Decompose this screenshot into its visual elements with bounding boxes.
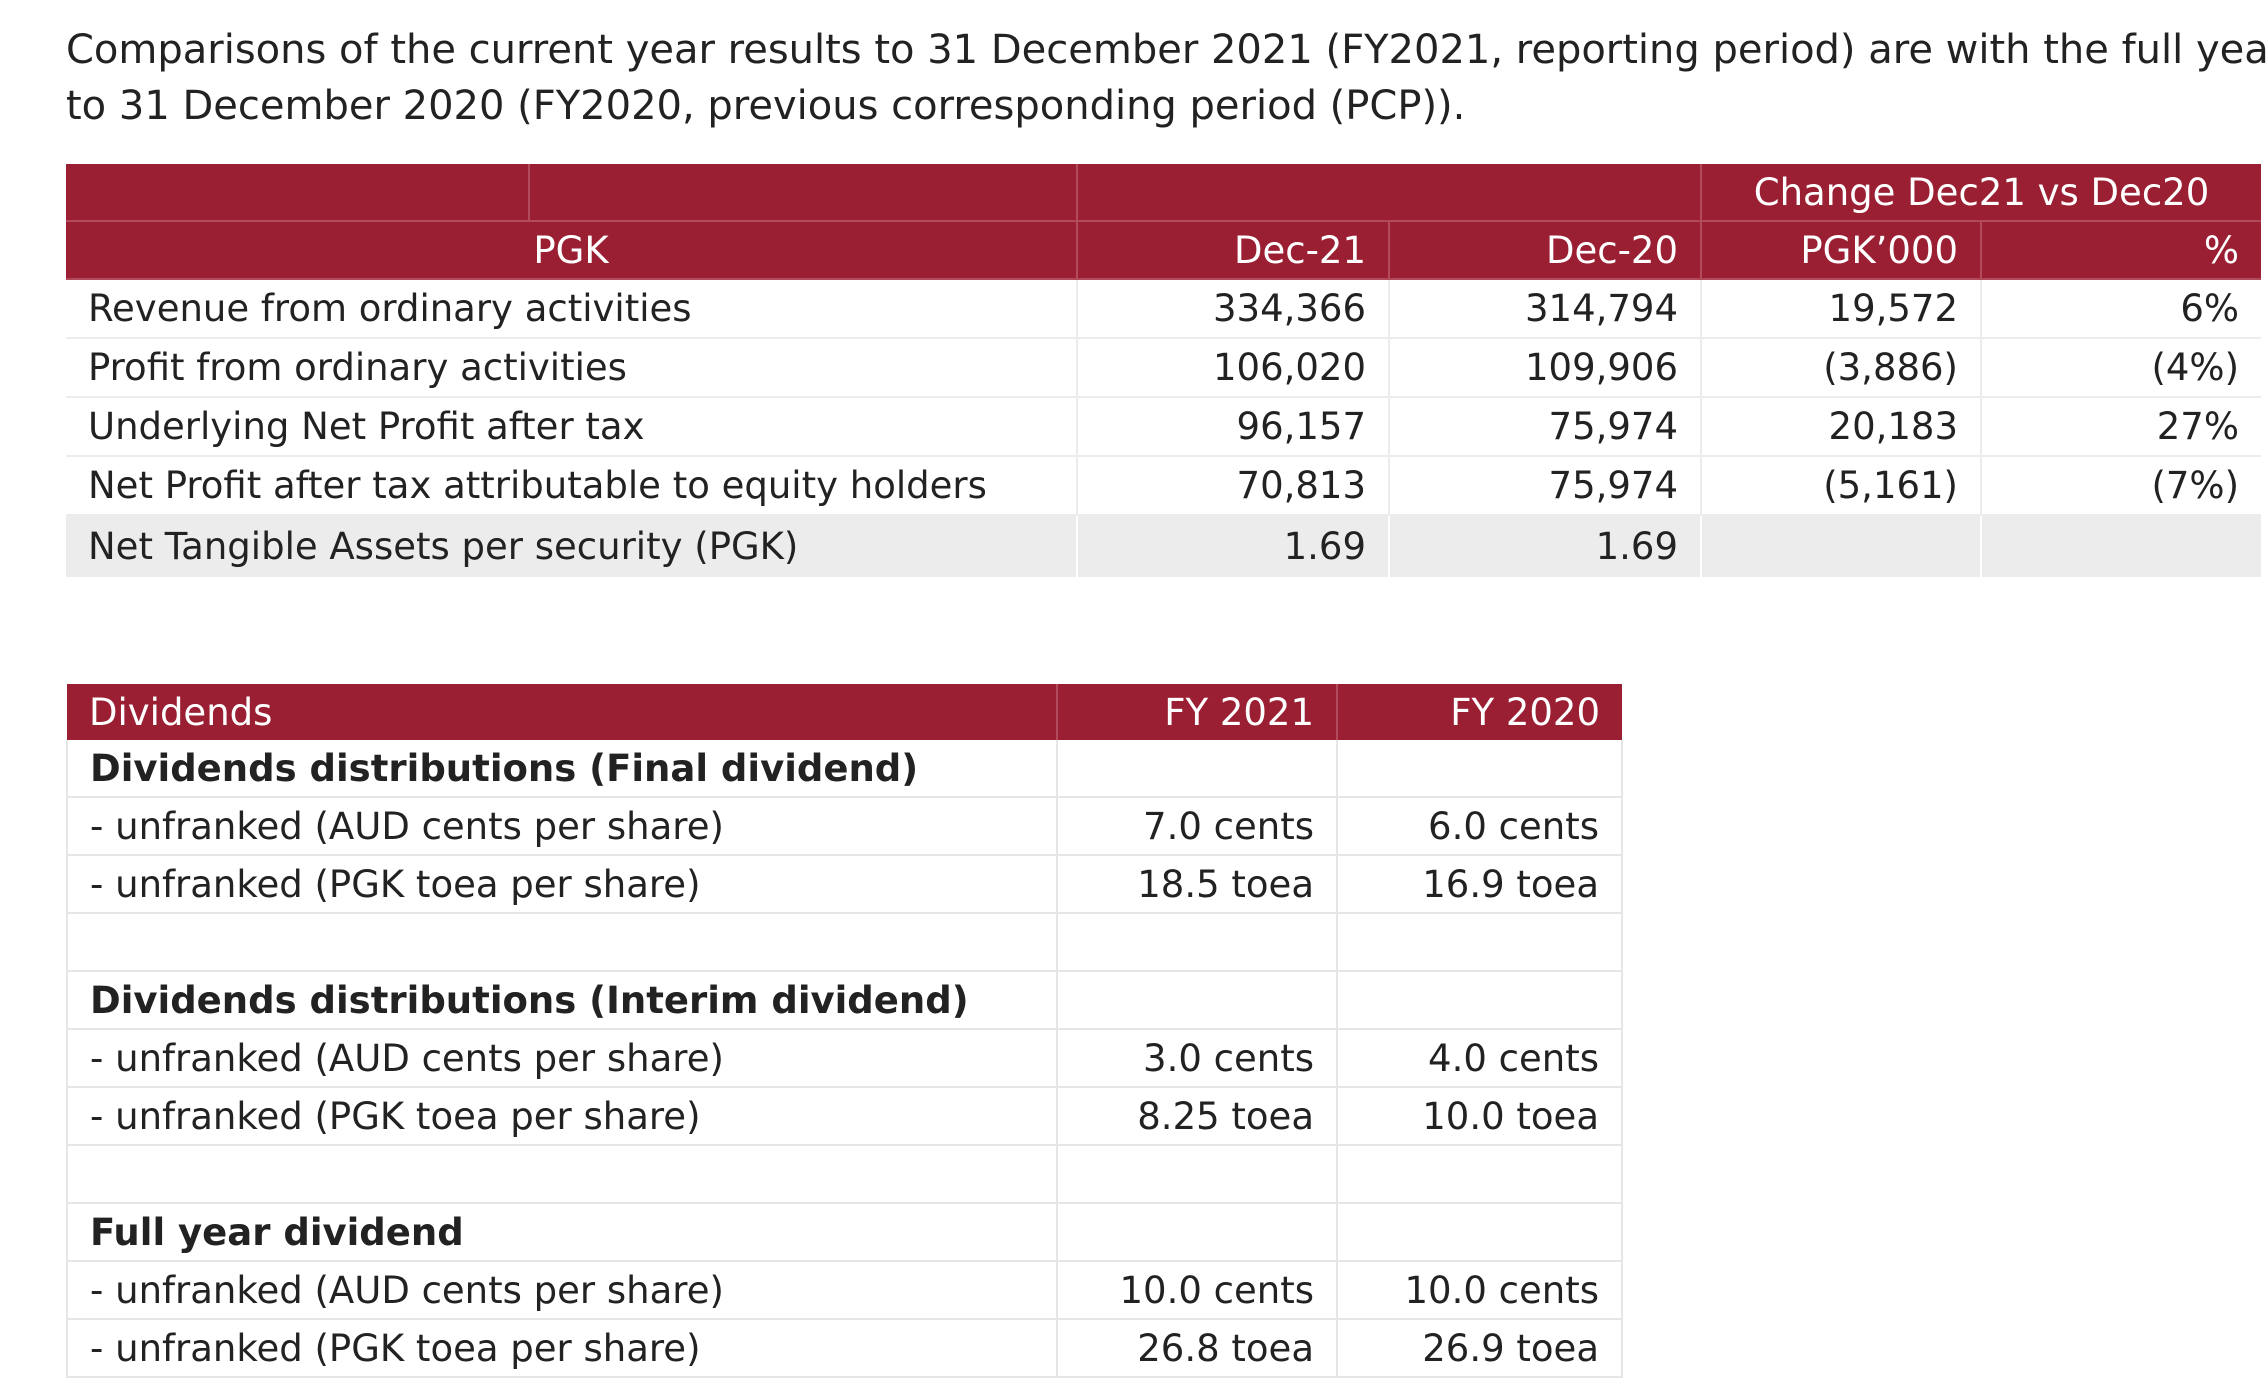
cell-dec20: 75,974 xyxy=(1389,456,1702,516)
intro-line-2: to 31 December 2020 (FY2020, previous co… xyxy=(66,83,1466,129)
table-row xyxy=(66,1145,1623,1204)
cell-dec21: 70,813 xyxy=(1077,456,1390,516)
dividends-header-row: Dividends FY 2021 FY 2020 xyxy=(67,684,1622,740)
cell-fy2020 xyxy=(1337,1145,1623,1204)
row-label xyxy=(66,913,1058,972)
column-header-fy2020: FY 2020 xyxy=(1337,684,1622,740)
table-row: Dividends distributions (Interim dividen… xyxy=(66,971,1623,1030)
group-header-blank xyxy=(529,164,1078,222)
cell-change: 19,572 xyxy=(1701,279,1982,339)
cell-fy2020: 6.0 cents xyxy=(1337,797,1623,856)
table-row: - unfranked (PGK toea per share) 8.25 toe… xyxy=(66,1087,1623,1146)
cell-fy2021 xyxy=(1057,740,1338,798)
table-row: Profit from ordinary activities 106,020 10… xyxy=(66,338,2262,398)
table-row: Underlying Net Profit after tax 96,157 75,… xyxy=(66,397,2262,457)
cell-dec21: 334,366 xyxy=(1077,279,1390,339)
cell-change: (5,161) xyxy=(1701,456,1982,516)
group-header-blank xyxy=(66,164,530,222)
row-label: Net Tangible Assets per security (PGK) xyxy=(66,515,1078,579)
row-label: Revenue from ordinary activities xyxy=(66,279,1078,339)
row-label: Dividends distributions (Interim dividen… xyxy=(66,971,1058,1030)
cell-fy2020: 10.0 toea xyxy=(1337,1087,1623,1146)
table-row: Revenue from ordinary activities 334,366 3… xyxy=(66,279,2262,339)
table-row xyxy=(66,913,1623,972)
row-label: - unfranked (AUD cents per share) xyxy=(66,1261,1058,1320)
cell-fy2021 xyxy=(1057,1203,1338,1262)
group-header-blank xyxy=(1077,164,1702,222)
table-row: Net Profit after tax attributable to equ… xyxy=(66,456,2262,516)
row-label: Full year dividend xyxy=(66,1203,1058,1262)
table-row: - unfranked (PGK toea per share) 26.8 toe… xyxy=(66,1319,1623,1378)
row-label: - unfranked (PGK toea per share) xyxy=(66,855,1058,914)
cell-fy2020 xyxy=(1337,913,1623,972)
dividends-table: Dividends FY 2021 FY 2020 Dividends dist… xyxy=(66,684,1623,1378)
cell-fy2020 xyxy=(1337,1203,1623,1262)
cell-fy2020 xyxy=(1337,971,1623,1030)
cell-fy2021: 7.0 cents xyxy=(1057,797,1338,856)
cell-dec21: 1.69 xyxy=(1077,515,1390,579)
row-label: - unfranked (AUD cents per share) xyxy=(66,1029,1058,1088)
table-row: - unfranked (AUD cents per share) 10.0 ce… xyxy=(66,1261,1623,1320)
column-header-dec20: Dec-20 xyxy=(1389,221,1702,280)
row-label xyxy=(66,1145,1058,1204)
cell-percent: (7%) xyxy=(1981,456,2262,516)
cell-percent: (4%) xyxy=(1981,338,2262,398)
table-row: Full year dividend xyxy=(66,1203,1623,1262)
results-column-header-row: PGK Dec-21 Dec-20 PGK’000 % xyxy=(66,221,2262,280)
column-header-fy2021: FY 2021 xyxy=(1057,684,1338,740)
row-label: Dividends distributions (Final dividend) xyxy=(66,740,1058,798)
column-header-percent: % xyxy=(1981,221,2262,280)
cell-fy2021: 26.8 toea xyxy=(1057,1319,1338,1378)
column-header-dividends: Dividends xyxy=(67,684,1058,740)
cell-change: 20,183 xyxy=(1701,397,1982,457)
results-table: Change Dec21 vs Dec20 PGK Dec-21 Dec-20 … xyxy=(66,164,2262,579)
row-label: - unfranked (PGK toea per share) xyxy=(66,1319,1058,1378)
row-label: Net Profit after tax attributable to equ… xyxy=(66,456,1078,516)
cell-dec21: 96,157 xyxy=(1077,397,1390,457)
change-group-header: Change Dec21 vs Dec20 xyxy=(1701,164,2262,222)
cell-dec21: 106,020 xyxy=(1077,338,1390,398)
cell-fy2021 xyxy=(1057,971,1338,1030)
cell-change: (3,886) xyxy=(1701,338,1982,398)
cell-percent: 6% xyxy=(1981,279,2262,339)
cell-dec20: 1.69 xyxy=(1389,515,1702,579)
cell-change xyxy=(1701,515,1982,579)
row-label: Underlying Net Profit after tax xyxy=(66,397,1078,457)
cell-percent: 27% xyxy=(1981,397,2262,457)
table-row: - unfranked (AUD cents per share) 7.0 cen… xyxy=(66,797,1623,856)
intro-line-1: Comparisons of the current year results … xyxy=(66,27,2266,73)
cell-fy2021: 3.0 cents xyxy=(1057,1029,1338,1088)
table-row: - unfranked (AUD cents per share) 3.0 cen… xyxy=(66,1029,1623,1088)
cell-fy2021 xyxy=(1057,1145,1338,1204)
results-group-header-row: Change Dec21 vs Dec20 xyxy=(66,164,2262,222)
cell-dec20: 109,906 xyxy=(1389,338,1702,398)
cell-fy2020: 26.9 toea xyxy=(1337,1319,1623,1378)
row-label: - unfranked (PGK toea per share) xyxy=(66,1087,1058,1146)
cell-fy2020: 10.0 cents xyxy=(1337,1261,1623,1320)
column-header-pgk: PGK xyxy=(66,221,1078,280)
cell-fy2021: 18.5 toea xyxy=(1057,855,1338,914)
cell-fy2020: 16.9 toea xyxy=(1337,855,1623,914)
table-row: Net Tangible Assets per security (PGK) 1.… xyxy=(66,515,2262,579)
cell-dec20: 75,974 xyxy=(1389,397,1702,457)
cell-fy2021: 8.25 toea xyxy=(1057,1087,1338,1146)
intro-paragraph: Comparisons of the current year results … xyxy=(66,22,2266,134)
column-header-dec21: Dec-21 xyxy=(1077,221,1390,280)
cell-percent xyxy=(1981,515,2262,579)
cell-fy2021: 10.0 cents xyxy=(1057,1261,1338,1320)
row-label: - unfranked (AUD cents per share) xyxy=(66,797,1058,856)
cell-fy2021 xyxy=(1057,913,1338,972)
table-row: - unfranked (PGK toea per share) 18.5 toe… xyxy=(66,855,1623,914)
column-header-pgk000: PGK’000 xyxy=(1701,221,1982,280)
cell-fy2020: 4.0 cents xyxy=(1337,1029,1623,1088)
table-row: Dividends distributions (Final dividend) xyxy=(66,740,1623,798)
row-label: Profit from ordinary activities xyxy=(66,338,1078,398)
cell-fy2020 xyxy=(1337,740,1623,798)
cell-dec20: 314,794 xyxy=(1389,279,1702,339)
